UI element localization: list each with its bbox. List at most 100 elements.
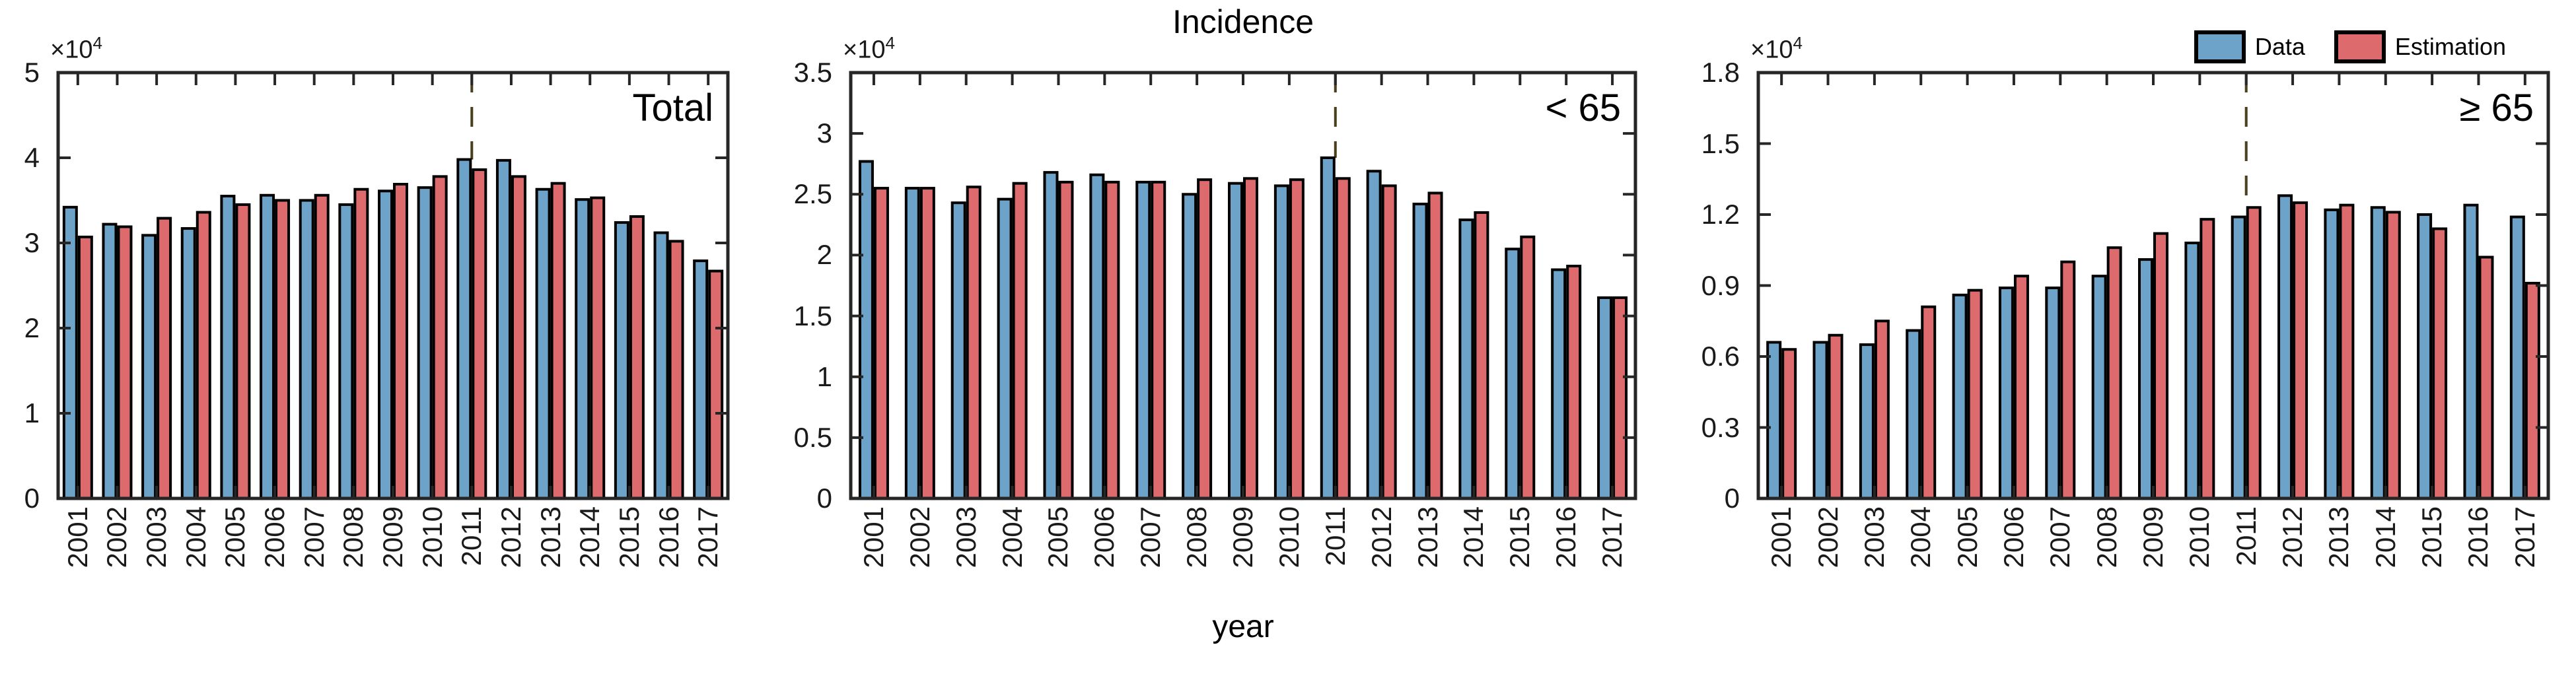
panel-annotation: ≥ 65 xyxy=(2459,86,2534,129)
y-tick-label: 0 xyxy=(816,483,832,514)
bar-data-2005 xyxy=(1952,293,1968,500)
exponent-base: ×10 xyxy=(843,36,886,64)
y-tick-label: 1 xyxy=(816,360,832,392)
x-tick-label: 2002 xyxy=(1812,506,1843,568)
panel-annotation: Total xyxy=(632,86,713,129)
estimation-swatch-icon xyxy=(2334,30,2386,63)
y-tick-label: 2 xyxy=(816,239,832,271)
y-tick-label: 0 xyxy=(24,483,40,514)
x-tick-label: 2004 xyxy=(1905,506,1937,568)
bar-estimation-2001 xyxy=(1781,348,1797,500)
y-tick-label: 0.6 xyxy=(1701,341,1740,372)
bar-data-2001 xyxy=(1766,341,1782,500)
bar-data-2007 xyxy=(2045,287,2061,500)
panel-total: 0 1 2 3 4 5 2001 2002 2003 2004 2005 2006 2007 2008 20… xyxy=(24,33,730,568)
chart-title: Incidence xyxy=(1172,3,1314,40)
y-tick-label: 4 xyxy=(24,142,40,173)
bar-data-2015 xyxy=(2417,213,2433,500)
bar-estimation-2002 xyxy=(1828,333,1843,500)
exponent-base: ×10 xyxy=(50,36,93,64)
x-tick-label: 2006 xyxy=(1997,506,2029,568)
x-tick-label: 2013 xyxy=(2323,506,2355,568)
x-tick-label: 2003 xyxy=(1858,506,1890,568)
bar-estimation-2017 xyxy=(2524,281,2540,500)
bar-data-2008 xyxy=(2091,275,2107,500)
x-tick-label: 2007 xyxy=(2044,506,2076,568)
bar-estimation-2016 xyxy=(2478,255,2494,500)
bar-data-2014 xyxy=(2370,206,2386,500)
y-tick-label: 0 xyxy=(1724,483,1740,514)
bar-data-2013 xyxy=(2324,208,2340,500)
x-tick-label: 2005 xyxy=(1951,506,1983,568)
bar-estimation-2003 xyxy=(1874,320,1890,500)
legend-item-data: Data xyxy=(2194,30,2305,63)
y-tick-label: 1 xyxy=(24,397,40,428)
y-tick-label: 5 xyxy=(24,57,40,88)
bar-data-2003 xyxy=(1859,343,1875,500)
bar-estimation-2014 xyxy=(2385,211,2401,500)
chart-canvas-1 xyxy=(849,71,1637,500)
y-tick-label: 1.5 xyxy=(793,300,832,331)
x-tick-label: 2010 xyxy=(2184,506,2215,568)
bar-data-2016 xyxy=(2463,203,2479,500)
bar-estimation-2015 xyxy=(2432,227,2448,500)
bar-data-2006 xyxy=(1998,287,2014,500)
x-tick-label: 2011 xyxy=(2230,506,2262,566)
exponent-base: ×10 xyxy=(1750,36,1793,64)
y-tick-label: 0.9 xyxy=(1701,269,1740,301)
y-tick-label: 1.2 xyxy=(1701,199,1740,230)
bar-estimation-2010 xyxy=(2200,218,2215,500)
bar-data-2011 xyxy=(2231,215,2246,500)
bar-estimation-2004 xyxy=(1921,305,1937,500)
y-tick-label: 1.8 xyxy=(1701,57,1740,88)
x-tick-label: 2014 xyxy=(2369,506,2401,568)
x-tick-label: 2015 xyxy=(2416,506,2448,568)
exponent-power: 4 xyxy=(1793,33,1803,53)
x-tick-label: 2016 xyxy=(2462,506,2494,568)
bar-estimation-2013 xyxy=(2339,203,2355,500)
bar-data-2002 xyxy=(1812,341,1828,500)
figure: Incidence 0 1 2 3 4 5 2001 2002 2003 2004 2005 2006… xyxy=(24,3,2550,644)
bar-data-2017 xyxy=(2509,215,2525,500)
panel-under-65: 0 0.5 1 1.5 2 2.5 3 3.5 2001 2002 2003 2004 2005 2006… xyxy=(793,33,1637,568)
bar-estimation-2009 xyxy=(2153,232,2168,500)
x-tick-label: 2008 xyxy=(2091,506,2122,568)
exponent-power: 4 xyxy=(92,33,102,53)
x-tick-label: 2009 xyxy=(2137,506,2168,568)
bar-estimation-2007 xyxy=(2060,260,2076,500)
y-tick-label: 3 xyxy=(24,227,40,258)
bar-data-2012 xyxy=(2277,194,2293,500)
y-tick-label: 3.5 xyxy=(793,57,832,88)
y-tick-label: 2.5 xyxy=(793,178,832,210)
legend-item-estimation: Estimation xyxy=(2334,30,2506,63)
y-tick-label: 2 xyxy=(24,312,40,343)
y-axis-exponent: ×104 xyxy=(1750,33,1803,65)
bar-estimation-2005 xyxy=(1967,288,1983,500)
x-tick-label: 2001 xyxy=(1766,506,1797,568)
panel-65-and-over: 0 0.3 0.6 0.9 1.2 1.5 1.8 2001 2002 2003 2004 2005 2… xyxy=(1701,33,2550,568)
bar-data-2004 xyxy=(1906,329,1921,500)
y-tick-label: 1.5 xyxy=(1701,127,1740,159)
y-tick-label: 3 xyxy=(816,118,832,149)
exponent-power: 4 xyxy=(885,33,895,53)
x-tick-label: 2012 xyxy=(2277,506,2308,568)
chart-canvas-2 xyxy=(1756,71,2550,500)
data-swatch-icon xyxy=(2194,30,2246,63)
legend-label-data: Data xyxy=(2254,33,2305,60)
bar-data-2009 xyxy=(2138,258,2153,500)
legend: Data Estimation xyxy=(2194,30,2506,63)
bar-estimation-2006 xyxy=(2013,275,2029,500)
y-tick-label: 0.5 xyxy=(793,421,832,453)
bar-estimation-2011 xyxy=(2246,206,2262,500)
chart-canvas-0 xyxy=(56,71,730,500)
x-axis-title: year xyxy=(1212,609,1274,644)
bar-estimation-2008 xyxy=(2106,246,2122,500)
legend-label-estimation: Estimation xyxy=(2394,33,2506,60)
bar-estimation-2012 xyxy=(2293,201,2308,500)
y-axis-exponent: ×104 xyxy=(50,33,102,65)
bar-data-2010 xyxy=(2184,242,2200,500)
y-axis-exponent: ×104 xyxy=(843,33,895,65)
y-tick-label: 0.3 xyxy=(1701,411,1740,443)
x-tick-label: 2017 xyxy=(2509,506,2540,568)
panel-annotation: < 65 xyxy=(1545,86,1622,129)
